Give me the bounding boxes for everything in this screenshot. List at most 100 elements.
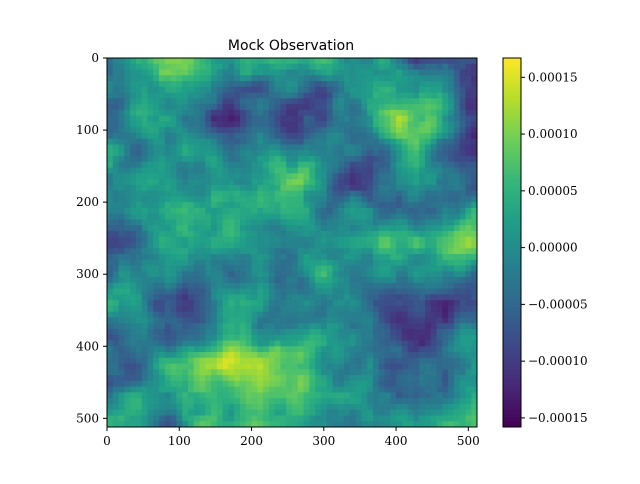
heatmap-cell <box>315 398 322 405</box>
x-tick-label: 100 <box>168 434 191 448</box>
heatmap-cell <box>159 380 166 388</box>
heatmap-cell <box>274 63 282 71</box>
heatmap-cell <box>315 190 322 197</box>
y-tick-label: 200 <box>76 195 99 209</box>
heatmap-cell <box>442 179 449 186</box>
heatmap-cell <box>124 115 131 123</box>
heatmap-cell <box>228 161 235 169</box>
heatmap-cell <box>280 294 287 301</box>
heatmap-cell <box>436 288 443 295</box>
heatmap-cell <box>338 254 345 261</box>
heatmap-cell <box>459 127 467 134</box>
heatmap-cell <box>135 75 143 82</box>
heatmap-cell <box>135 398 143 405</box>
heatmap-cell <box>274 294 282 301</box>
heatmap-cell <box>147 81 154 88</box>
heatmap-cell <box>205 138 212 146</box>
heatmap-cell <box>124 92 131 99</box>
heatmap-cell <box>234 323 241 330</box>
heatmap-cell <box>216 138 224 146</box>
heatmap-cell <box>459 259 467 267</box>
heatmap-cell <box>187 230 195 238</box>
heatmap-cell <box>315 300 322 307</box>
heatmap-cell <box>309 254 316 261</box>
heatmap-cell <box>442 294 449 301</box>
heatmap-cell <box>390 167 397 174</box>
heatmap-cell <box>211 259 218 267</box>
heatmap-cell <box>118 92 125 99</box>
heatmap-cell <box>257 386 264 394</box>
heatmap-cell <box>303 92 310 99</box>
heatmap-cell <box>124 202 131 209</box>
heatmap-cell <box>419 104 426 111</box>
x-tick-label: 200 <box>240 434 263 448</box>
heatmap-cell <box>141 86 149 94</box>
heatmap-cell <box>263 357 270 365</box>
heatmap-cell <box>193 156 201 163</box>
heatmap-cell <box>453 305 461 313</box>
heatmap-cell <box>245 104 253 111</box>
heatmap-cell <box>228 294 235 301</box>
heatmap-cell <box>355 282 362 290</box>
heatmap-cell <box>430 230 438 238</box>
heatmap-cell <box>130 230 137 238</box>
heatmap-cell <box>459 415 467 422</box>
heatmap-cell <box>407 115 415 123</box>
heatmap-cell <box>459 213 467 221</box>
heatmap-cell <box>413 179 420 186</box>
heatmap-cell <box>107 219 114 226</box>
heatmap-cell <box>419 357 426 365</box>
heatmap-cell <box>355 156 362 163</box>
heatmap-cell <box>459 236 467 244</box>
heatmap-cell <box>448 294 455 301</box>
heatmap-cell <box>228 213 235 221</box>
heatmap-cell <box>251 109 258 117</box>
heatmap-cell <box>211 340 218 347</box>
heatmap-cell <box>315 363 322 370</box>
heatmap-cell <box>205 236 212 244</box>
heatmap-cell <box>367 254 374 261</box>
heatmap-cell <box>401 230 409 238</box>
heatmap-cell <box>286 207 293 215</box>
heatmap-cell <box>372 386 380 394</box>
heatmap-cell <box>453 132 461 140</box>
heatmap-cell <box>407 109 415 117</box>
heatmap-cell <box>303 202 310 209</box>
heatmap-cell <box>216 328 224 336</box>
heatmap-cell <box>372 230 380 238</box>
heatmap-cell <box>424 328 432 336</box>
heatmap-cell <box>413 161 420 169</box>
heatmap-cell <box>193 236 201 244</box>
heatmap-cell <box>228 173 235 180</box>
heatmap-cell <box>436 184 443 192</box>
heatmap-cell <box>124 380 131 388</box>
heatmap-cell <box>378 392 386 399</box>
heatmap-cell <box>315 352 322 359</box>
heatmap-cell <box>234 179 241 186</box>
heatmap-cell <box>367 75 374 82</box>
heatmap-cell <box>436 346 443 353</box>
heatmap-cell <box>153 415 160 422</box>
heatmap-cell <box>332 92 339 99</box>
heatmap-cell <box>424 392 432 399</box>
heatmap-cell <box>401 305 409 313</box>
heatmap-cell <box>118 300 125 307</box>
heatmap-cell <box>130 173 137 180</box>
heatmap-cell <box>471 144 477 151</box>
heatmap-cell <box>274 121 282 128</box>
heatmap-cell <box>372 305 380 313</box>
heatmap-cell <box>303 190 310 197</box>
heatmap-cell <box>263 138 270 146</box>
heatmap-cell <box>320 265 328 272</box>
heatmap-cell <box>199 196 206 203</box>
heatmap-cell <box>280 104 287 111</box>
heatmap-cell <box>315 328 322 336</box>
heatmap-cell <box>118 415 125 422</box>
heatmap-cell <box>164 167 172 174</box>
heatmap-cell <box>372 334 380 342</box>
heatmap-cell <box>135 173 143 180</box>
heatmap-cell <box>159 392 166 399</box>
heatmap-cell <box>205 121 212 128</box>
heatmap-cell <box>436 259 443 267</box>
heatmap-cell <box>396 328 403 336</box>
